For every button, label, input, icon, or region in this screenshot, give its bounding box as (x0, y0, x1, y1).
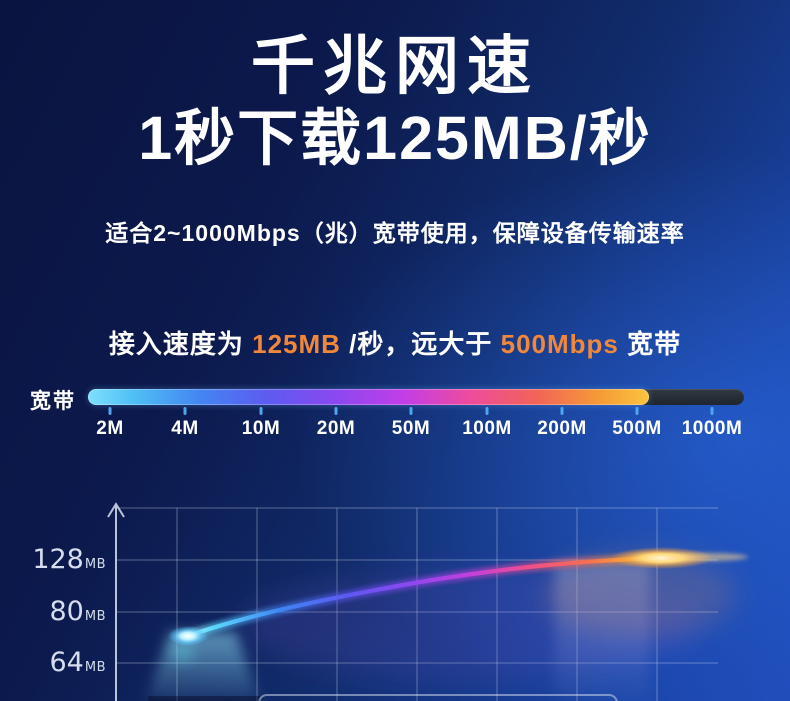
scale-label-20m: 20M (316, 418, 356, 439)
scale-label-100m: 100M (462, 418, 512, 439)
bottom-dark-strip (148, 696, 260, 701)
scale-label-2m: 2M (96, 418, 124, 439)
scale-tick (409, 407, 413, 415)
scale-tick (183, 407, 187, 415)
scale-label-4m: 4M (171, 418, 199, 439)
bandwidth-label: 宽带 (30, 390, 76, 413)
clipped-bottom-card (258, 694, 618, 701)
headline-line2: 1秒下载125MB/秒 (138, 104, 652, 172)
scale-label-50m: 50M (391, 418, 431, 439)
scale-label-1000m: 1000M (681, 418, 743, 439)
ytick-80mb: 80 MB (49, 596, 106, 627)
speed-curve (182, 555, 661, 640)
start-teal-glow (172, 641, 194, 663)
scale-tick (635, 407, 639, 415)
orange-under-glow (545, 553, 735, 637)
headline-line1: 千兆网速 (251, 30, 539, 102)
scale-tick (108, 407, 112, 415)
y-axis (107, 502, 125, 701)
scale-tick (710, 407, 714, 415)
note-seg-2: /秒，远大于 (340, 329, 501, 359)
curve-end-head (610, 547, 714, 569)
curve-end-streak (664, 553, 748, 561)
scale-tick (560, 407, 564, 415)
bandwidth-track (88, 389, 744, 405)
ytick-128mb: 128 MB (32, 544, 106, 575)
scale-label-200m: 200M (537, 418, 587, 439)
subtitle: 适合2~1000Mbps（兆）宽带使用，保障设备传输速率 (105, 220, 685, 246)
ytick-64mb: 64 MB (49, 647, 106, 678)
bandwidth-gradient-fill (88, 389, 649, 405)
note-seg-4: 宽带 (618, 329, 682, 359)
curve-start-head (168, 626, 208, 646)
note-seg-500mbps: 500Mbps (500, 329, 619, 359)
scale-label-500m: 500M (612, 418, 662, 439)
note-seg-125mb: 125MB (252, 329, 341, 359)
scale-tick (485, 407, 489, 415)
access-speed-note: 接入速度为 125MB /秒，远大于 500Mbps 宽带 (0, 328, 790, 360)
scale-label-10m: 10M (241, 418, 281, 439)
scale-tick (259, 407, 263, 415)
scale-tick (334, 407, 338, 415)
note-seg-0: 接入速度为 (108, 329, 253, 359)
